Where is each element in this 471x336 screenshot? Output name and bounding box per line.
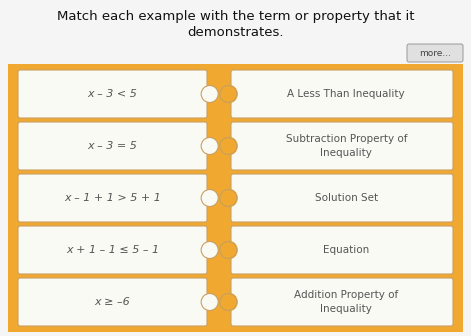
Text: A Less Than Inequality: A Less Than Inequality: [287, 89, 405, 99]
FancyBboxPatch shape: [231, 278, 453, 326]
Text: Inequality: Inequality: [320, 148, 372, 158]
Circle shape: [201, 242, 218, 258]
Text: demonstrates.: demonstrates.: [187, 26, 284, 39]
Text: Equation: Equation: [323, 245, 369, 255]
Text: x ≥ –6: x ≥ –6: [95, 297, 130, 307]
FancyBboxPatch shape: [231, 226, 453, 274]
Text: x – 1 + 1 > 5 + 1: x – 1 + 1 > 5 + 1: [64, 193, 161, 203]
Circle shape: [201, 85, 218, 102]
Circle shape: [201, 190, 218, 207]
FancyBboxPatch shape: [18, 122, 207, 170]
FancyBboxPatch shape: [231, 122, 453, 170]
FancyBboxPatch shape: [231, 174, 453, 222]
FancyBboxPatch shape: [8, 64, 463, 332]
FancyBboxPatch shape: [18, 174, 207, 222]
Text: Solution Set: Solution Set: [315, 193, 378, 203]
Text: x + 1 – 1 ≤ 5 – 1: x + 1 – 1 ≤ 5 – 1: [66, 245, 159, 255]
Circle shape: [220, 85, 237, 102]
Circle shape: [219, 241, 238, 259]
Circle shape: [219, 136, 238, 156]
FancyBboxPatch shape: [18, 70, 207, 118]
Text: more...: more...: [419, 49, 451, 58]
Circle shape: [200, 84, 219, 103]
Circle shape: [220, 137, 237, 155]
Circle shape: [220, 294, 237, 310]
Circle shape: [219, 84, 238, 103]
Text: x – 3 < 5: x – 3 < 5: [88, 89, 138, 99]
Circle shape: [201, 294, 218, 310]
Circle shape: [201, 137, 218, 155]
Circle shape: [220, 242, 237, 258]
Text: Match each example with the term or property that it: Match each example with the term or prop…: [57, 10, 414, 23]
Circle shape: [200, 136, 219, 156]
Circle shape: [220, 190, 237, 207]
Text: Subtraction Property of: Subtraction Property of: [285, 134, 407, 144]
Text: Addition Property of: Addition Property of: [294, 290, 398, 300]
Circle shape: [219, 188, 238, 208]
Circle shape: [219, 293, 238, 311]
Text: x – 3 = 5: x – 3 = 5: [88, 141, 138, 151]
Circle shape: [200, 188, 219, 208]
FancyBboxPatch shape: [231, 70, 453, 118]
Circle shape: [200, 293, 219, 311]
Circle shape: [200, 241, 219, 259]
FancyBboxPatch shape: [18, 278, 207, 326]
FancyBboxPatch shape: [18, 226, 207, 274]
FancyBboxPatch shape: [407, 44, 463, 62]
Text: Inequality: Inequality: [320, 304, 372, 314]
